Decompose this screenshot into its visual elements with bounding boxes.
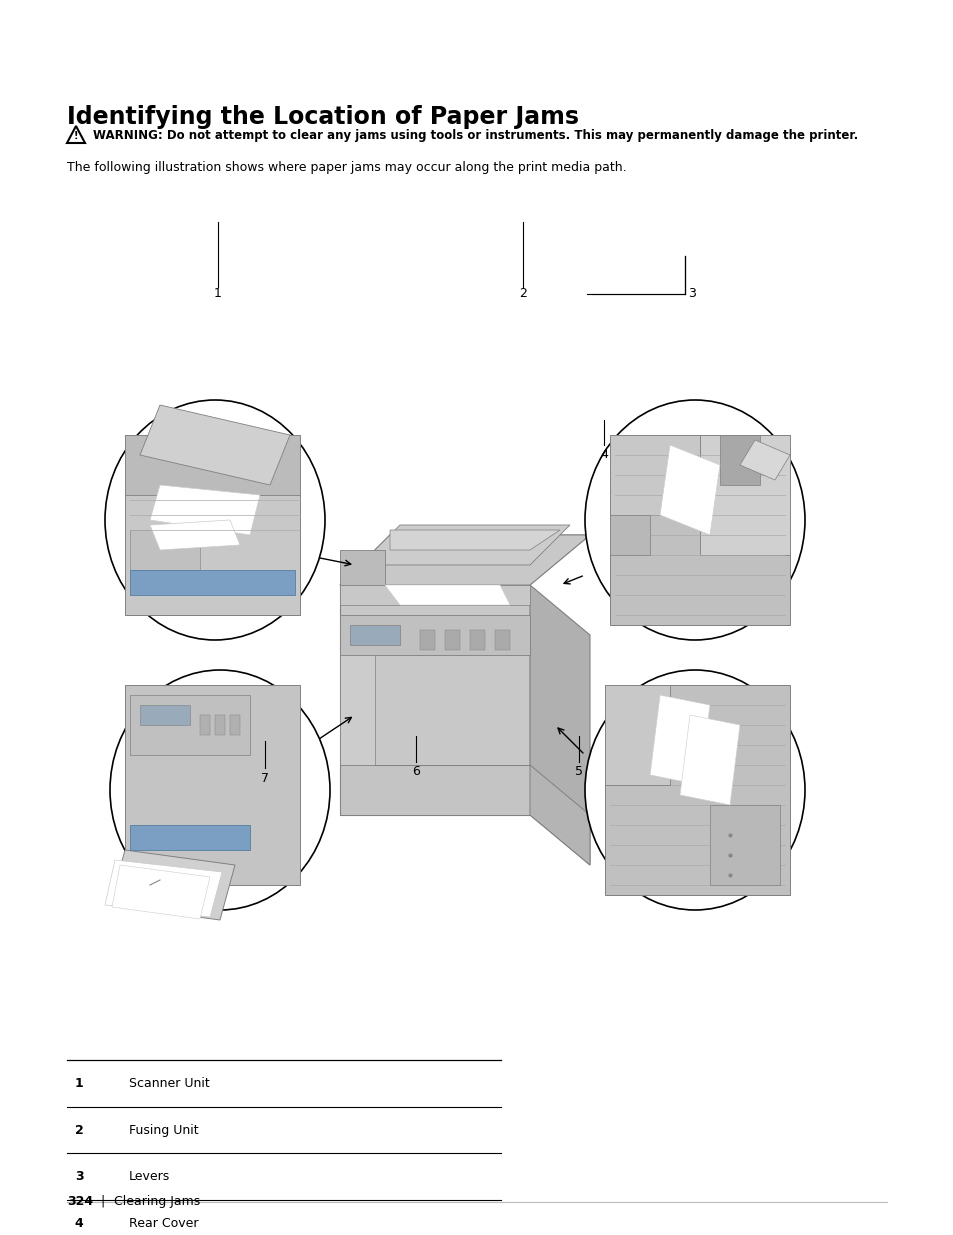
- Polygon shape: [709, 805, 780, 885]
- Polygon shape: [339, 535, 589, 585]
- Text: Fusing Unit: Fusing Unit: [129, 1124, 198, 1136]
- Polygon shape: [604, 685, 669, 785]
- Text: Scanner Unit: Scanner Unit: [129, 1077, 210, 1089]
- Text: 324: 324: [67, 1194, 92, 1208]
- Polygon shape: [112, 864, 210, 919]
- Text: Identifying the Location of Paper Jams: Identifying the Location of Paper Jams: [67, 105, 578, 128]
- Polygon shape: [214, 715, 225, 735]
- Text: The following illustration shows where paper jams may occur along the print medi: The following illustration shows where p…: [67, 161, 626, 174]
- Polygon shape: [140, 705, 190, 725]
- Polygon shape: [130, 695, 250, 755]
- Polygon shape: [130, 571, 294, 595]
- Polygon shape: [604, 685, 789, 895]
- Polygon shape: [495, 630, 510, 650]
- Polygon shape: [609, 435, 789, 625]
- Polygon shape: [125, 435, 299, 495]
- Text: 2: 2: [518, 288, 526, 300]
- Polygon shape: [700, 435, 789, 555]
- Polygon shape: [130, 530, 200, 571]
- Polygon shape: [125, 435, 299, 615]
- Polygon shape: [150, 485, 260, 535]
- Polygon shape: [350, 625, 399, 645]
- Polygon shape: [339, 585, 530, 605]
- Polygon shape: [110, 850, 234, 920]
- Ellipse shape: [584, 671, 804, 910]
- Text: Clearing Jams: Clearing Jams: [114, 1194, 200, 1208]
- Polygon shape: [339, 585, 530, 815]
- Polygon shape: [140, 405, 290, 485]
- Polygon shape: [150, 520, 240, 550]
- Text: WARNING: Do not attempt to clear any jams using tools or instruments. This may p: WARNING: Do not attempt to clear any jam…: [92, 128, 858, 142]
- Polygon shape: [530, 585, 589, 864]
- Polygon shape: [339, 535, 589, 585]
- Polygon shape: [339, 615, 530, 655]
- Ellipse shape: [584, 400, 804, 640]
- Text: Rear Cover: Rear Cover: [129, 1218, 198, 1230]
- Text: 4: 4: [74, 1218, 84, 1230]
- Text: 5: 5: [575, 766, 582, 778]
- Text: |: |: [100, 1194, 104, 1208]
- Text: !: !: [73, 131, 78, 141]
- Polygon shape: [230, 715, 240, 735]
- Polygon shape: [200, 715, 210, 735]
- Text: 1: 1: [74, 1077, 84, 1089]
- Polygon shape: [444, 630, 459, 650]
- Polygon shape: [470, 630, 484, 650]
- Polygon shape: [530, 764, 589, 864]
- Text: 7: 7: [261, 772, 269, 784]
- Polygon shape: [339, 655, 375, 764]
- Polygon shape: [740, 440, 789, 480]
- Text: Levers: Levers: [129, 1171, 170, 1183]
- Ellipse shape: [105, 400, 325, 640]
- Polygon shape: [339, 550, 385, 585]
- Polygon shape: [359, 525, 569, 564]
- Polygon shape: [720, 435, 760, 485]
- Ellipse shape: [110, 671, 330, 910]
- Text: 3: 3: [687, 288, 695, 300]
- Polygon shape: [609, 435, 700, 515]
- Text: 1: 1: [213, 288, 221, 300]
- Text: 4: 4: [599, 448, 607, 461]
- Polygon shape: [385, 585, 510, 605]
- Polygon shape: [419, 630, 435, 650]
- Polygon shape: [609, 515, 649, 555]
- Text: 2: 2: [74, 1124, 84, 1136]
- Polygon shape: [679, 715, 740, 805]
- Polygon shape: [125, 685, 299, 885]
- Polygon shape: [105, 860, 222, 918]
- Polygon shape: [339, 764, 530, 815]
- Polygon shape: [659, 445, 720, 535]
- Text: 6: 6: [412, 766, 419, 778]
- Polygon shape: [130, 825, 250, 850]
- Polygon shape: [390, 530, 559, 550]
- Text: 3: 3: [74, 1171, 83, 1183]
- Polygon shape: [649, 695, 709, 785]
